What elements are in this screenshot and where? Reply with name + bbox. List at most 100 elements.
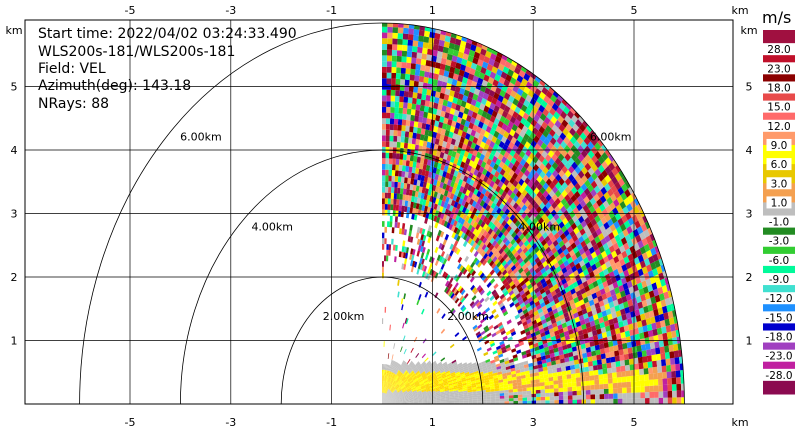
ray-gate [414,75,420,82]
ray-gate [492,369,498,374]
ray-gate [464,310,469,316]
ray-gate [621,214,628,224]
ray-gate [393,391,398,395]
ray-gate [465,132,471,140]
ray-gate [558,240,565,248]
ray-gate [656,327,663,335]
ray-gate [447,136,453,144]
ray-gate [386,400,391,403]
ray-gate [593,297,599,305]
ray-gate [413,401,419,403]
ray-gate [416,197,421,204]
ray-gate [425,273,430,280]
ray-gate [619,326,625,333]
ray-gate [435,197,440,205]
ray-gate [487,199,494,207]
ray-gate [494,73,501,82]
ray-gate [472,241,478,249]
ray-gate [655,353,661,361]
ray-gate [616,279,623,287]
ray-gate [569,333,575,339]
ray-gate [521,181,528,190]
ray-gate [674,357,680,365]
ray-gate [635,380,641,387]
ray-gate [393,124,398,131]
ray-gate [420,192,425,200]
ray-gate [389,393,393,397]
ray-gate [382,61,387,67]
ray-gate [576,136,584,145]
ray-gate [438,68,445,76]
ray-gate [594,302,601,309]
ray-gate [542,309,549,315]
ray-gate [401,360,405,366]
ray-gate [434,366,439,371]
ray-gate [563,201,570,210]
ray-gate [604,157,612,166]
ray-gate [421,53,427,60]
ray-gate [564,221,571,230]
ray-gate [509,221,515,229]
ray-gate [681,390,685,398]
ray-gate [397,364,401,370]
ray-gate [650,261,657,271]
ray-gate [481,61,489,69]
ray-gate [577,223,584,232]
ray-gate [503,151,510,159]
ray-gate [382,400,386,404]
ray-gate [402,389,407,393]
ray-gate [426,159,432,166]
ray-gate [445,59,452,67]
ray-gate [516,155,523,163]
ray-gate [556,136,564,145]
ray-gate [520,302,526,309]
ray-gate [404,400,410,402]
ray-gate [476,392,482,396]
ray-gate [520,66,527,73]
ray-gate [391,372,394,378]
ray-gate [399,199,403,206]
ray-gate [454,297,460,304]
ray-gate [626,203,633,212]
ray-gate [513,152,520,160]
ray-gate [497,120,504,129]
ray-gate [384,375,386,382]
ray-gate [390,385,393,391]
ray-gate [595,227,602,236]
ray-gate [469,300,475,307]
ray-gate [382,381,383,387]
ray-gate [548,165,556,174]
ray-gate [423,378,429,383]
ray-gate [385,164,389,170]
ray-gate [614,212,622,221]
ray-gate [442,361,447,366]
ray-gate [470,212,475,220]
ray-gate [534,372,540,377]
ray-gate [503,262,509,270]
ray-gate [479,192,485,200]
ray-gate [468,172,474,180]
ray-gate [444,286,449,293]
ray-gate [623,256,630,264]
ray-gate [472,395,478,398]
ray-gate [413,150,419,157]
ray-gate [503,381,508,385]
ray-gate [650,316,656,324]
ray-gate [437,376,442,380]
ray-gate [403,263,407,270]
ray-gate [532,79,540,88]
ray-gate [411,172,415,179]
ray-gate [525,377,531,382]
ray-gate [585,380,591,386]
ray-gate [383,392,385,399]
ray-gate [453,366,459,370]
ray-gate [490,230,496,238]
ray-gate [388,175,392,182]
ray-gate [544,209,551,217]
ray-gate [593,185,601,194]
ray-gate [608,170,615,180]
ray-gate [453,386,459,390]
colorbar-tick-label: -6.0 [769,255,790,267]
ray-gate [617,217,624,227]
colorbar-label-bg [763,62,795,75]
